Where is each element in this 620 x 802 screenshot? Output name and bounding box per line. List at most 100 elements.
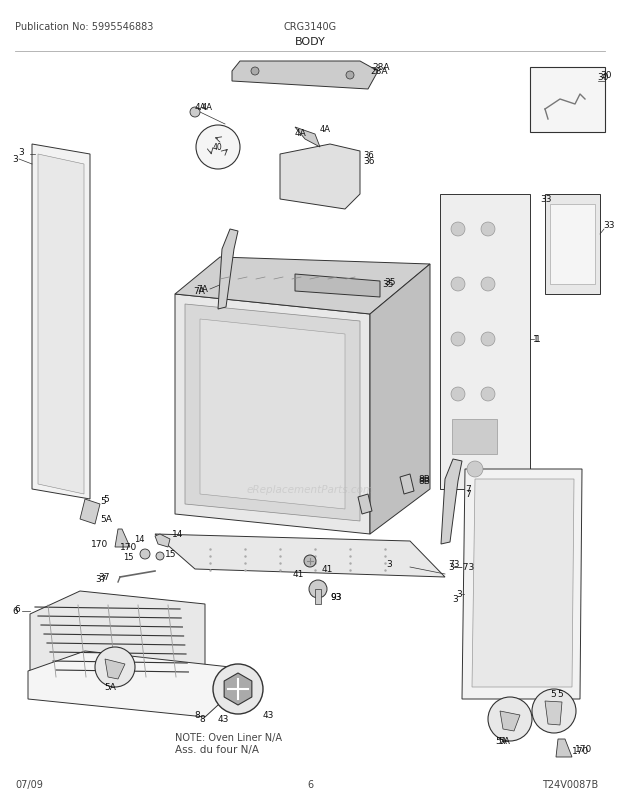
Text: 170: 170	[120, 543, 137, 552]
Circle shape	[481, 387, 495, 402]
Polygon shape	[175, 257, 430, 314]
Circle shape	[251, 68, 259, 76]
Polygon shape	[38, 155, 84, 494]
Text: 33: 33	[540, 195, 552, 205]
Text: 28A: 28A	[372, 63, 389, 72]
Text: 5: 5	[557, 690, 563, 699]
Circle shape	[532, 689, 576, 733]
Text: 7: 7	[465, 490, 471, 499]
Bar	[530, 68, 605, 133]
Text: 15: 15	[165, 550, 177, 559]
Text: 3: 3	[386, 560, 392, 569]
Text: 07/09: 07/09	[15, 779, 43, 789]
Polygon shape	[105, 659, 125, 679]
Polygon shape	[28, 651, 230, 717]
Text: Ass. du four N/A: Ass. du four N/A	[175, 744, 259, 754]
Text: 5: 5	[103, 495, 108, 504]
Polygon shape	[155, 534, 170, 547]
Circle shape	[481, 223, 495, 237]
Circle shape	[190, 107, 200, 118]
Text: 3—73: 3—73	[448, 563, 474, 572]
Text: 1: 1	[535, 335, 541, 344]
Polygon shape	[370, 265, 430, 534]
Text: 3: 3	[456, 589, 462, 599]
Text: 93: 93	[330, 593, 342, 602]
Polygon shape	[462, 469, 582, 699]
Text: 1: 1	[533, 335, 539, 344]
Polygon shape	[556, 739, 572, 757]
Bar	[545, 195, 600, 294]
Text: 4A: 4A	[202, 103, 213, 112]
Text: 6: 6	[14, 605, 20, 614]
Text: 5A: 5A	[100, 515, 112, 524]
Bar	[452, 419, 497, 455]
Text: 33: 33	[603, 221, 614, 229]
Text: Publication No: 5995546883: Publication No: 5995546883	[15, 22, 153, 32]
Text: CRG3140G: CRG3140G	[283, 22, 337, 32]
Text: 4A: 4A	[320, 125, 331, 134]
Polygon shape	[295, 128, 320, 148]
Text: 36: 36	[363, 150, 374, 160]
Bar	[550, 205, 595, 285]
Text: NOTE: Oven Liner N/A: NOTE: Oven Liner N/A	[175, 732, 282, 742]
Bar	[315, 589, 321, 604]
Polygon shape	[185, 305, 360, 521]
Circle shape	[451, 277, 465, 292]
Polygon shape	[545, 701, 562, 725]
Text: 8: 8	[194, 711, 200, 719]
Text: 7A: 7A	[196, 286, 208, 294]
Polygon shape	[175, 294, 370, 534]
Text: 8B: 8B	[418, 475, 430, 484]
Text: 7: 7	[465, 485, 471, 494]
Polygon shape	[218, 229, 238, 310]
Text: BODY: BODY	[294, 37, 326, 47]
Polygon shape	[472, 480, 574, 687]
Text: 4A: 4A	[195, 103, 206, 112]
Circle shape	[140, 549, 150, 559]
Text: 41: 41	[292, 569, 304, 579]
Text: 6: 6	[12, 607, 18, 616]
Text: T24V0087B: T24V0087B	[542, 779, 598, 789]
Text: 40: 40	[213, 144, 223, 152]
Text: 15: 15	[123, 553, 134, 561]
Polygon shape	[500, 711, 520, 731]
Text: 43: 43	[263, 711, 275, 719]
Circle shape	[451, 333, 465, 346]
Text: 30: 30	[600, 71, 611, 79]
Circle shape	[196, 126, 240, 170]
Circle shape	[481, 277, 495, 292]
Text: 41: 41	[322, 565, 334, 573]
Text: 35: 35	[382, 280, 394, 290]
Polygon shape	[30, 591, 205, 695]
Text: 5: 5	[550, 690, 556, 699]
Circle shape	[213, 664, 263, 714]
Text: 5A: 5A	[498, 736, 510, 746]
Polygon shape	[232, 62, 378, 90]
Text: 4A: 4A	[295, 128, 307, 137]
Text: 8: 8	[199, 715, 205, 723]
Polygon shape	[441, 460, 462, 545]
Text: 43: 43	[218, 715, 229, 723]
Polygon shape	[400, 475, 414, 494]
Text: 30: 30	[597, 74, 608, 83]
Circle shape	[481, 333, 495, 346]
Text: 3: 3	[18, 148, 24, 157]
Text: 5A: 5A	[495, 736, 507, 746]
Text: 37: 37	[99, 573, 110, 581]
Polygon shape	[155, 534, 445, 577]
Text: 6: 6	[307, 779, 313, 789]
Polygon shape	[32, 145, 90, 500]
Polygon shape	[358, 494, 372, 514]
Circle shape	[451, 223, 465, 237]
Text: 170: 170	[91, 540, 108, 549]
Polygon shape	[115, 529, 130, 547]
Polygon shape	[224, 673, 252, 705]
Circle shape	[467, 461, 483, 477]
Text: 93: 93	[330, 593, 342, 602]
Text: 5A: 5A	[104, 683, 116, 691]
Circle shape	[95, 647, 135, 687]
Text: 73: 73	[448, 560, 459, 569]
Polygon shape	[280, 145, 360, 210]
Polygon shape	[440, 195, 530, 489]
Text: 7A: 7A	[193, 287, 205, 296]
